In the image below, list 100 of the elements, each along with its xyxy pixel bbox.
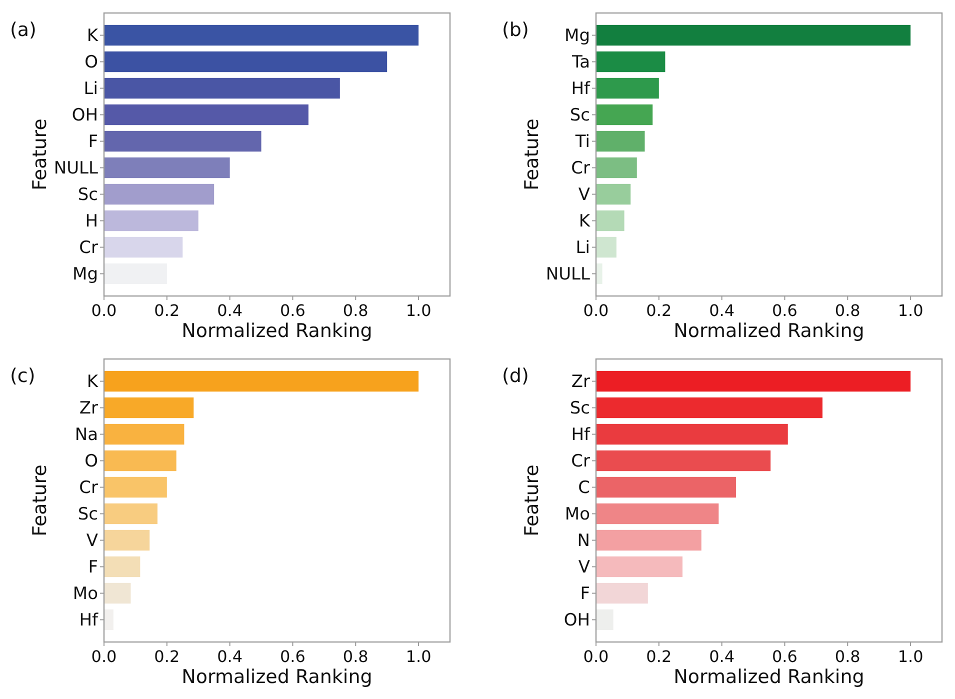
bar xyxy=(104,184,214,205)
bar xyxy=(104,157,230,178)
y-tick-label: OH xyxy=(564,610,590,631)
y-tick-label: C xyxy=(578,478,590,498)
bar xyxy=(596,263,602,284)
y-tick-label: Cr xyxy=(79,478,98,498)
x-tick-label: 0.8 xyxy=(342,647,368,666)
x-tick-label: 0.2 xyxy=(154,301,180,320)
y-tick-label: H xyxy=(85,212,98,232)
x-tick-label: 0.4 xyxy=(709,301,735,320)
y-tick-label: N xyxy=(577,531,590,552)
x-tick-label: 1.0 xyxy=(406,647,432,666)
y-tick-label: Mg xyxy=(72,264,98,285)
y-axis-title: Feature xyxy=(521,118,543,190)
y-tick-label: F xyxy=(88,558,98,578)
y-tick-label: V xyxy=(86,531,98,552)
bar xyxy=(596,236,616,258)
y-tick-label: O xyxy=(84,52,98,73)
chart-title: (b) xyxy=(502,19,529,41)
y-tick-label: Zr xyxy=(79,398,98,419)
bar xyxy=(104,503,158,524)
bar xyxy=(104,78,340,99)
y-tick-label: K xyxy=(86,372,99,392)
x-tick-label: 0.4 xyxy=(217,647,243,666)
y-tick-label: O xyxy=(84,452,98,472)
y-tick-label: K xyxy=(578,212,591,232)
x-tick-label: 0.6 xyxy=(280,301,306,320)
y-tick-label: F xyxy=(580,584,590,604)
bar xyxy=(596,184,631,205)
y-axis-title: Feature xyxy=(29,464,51,536)
bar xyxy=(596,397,822,418)
bar xyxy=(596,24,911,46)
x-tick-label: 0.6 xyxy=(772,301,798,320)
y-tick-label: Ta xyxy=(571,52,590,73)
bar xyxy=(596,582,648,604)
y-tick-label: Li xyxy=(84,79,98,100)
x-tick-label: 1.0 xyxy=(898,647,924,666)
x-axis-title: Normalized Ranking xyxy=(674,320,864,342)
x-tick-label: 0.2 xyxy=(154,647,180,666)
y-tick-label: Mo xyxy=(564,504,590,525)
bar xyxy=(596,210,624,232)
y-tick-label: Zr xyxy=(571,372,590,392)
y-tick-label: Hf xyxy=(571,79,591,100)
x-tick-label: 0.6 xyxy=(280,647,306,666)
bar xyxy=(596,78,659,99)
y-tick-label: Hf xyxy=(79,610,99,631)
bar xyxy=(104,450,176,472)
bar xyxy=(104,130,262,152)
bar xyxy=(596,503,719,524)
chart-title: (d) xyxy=(502,365,529,387)
bar xyxy=(104,236,183,258)
x-tick-label: 0.8 xyxy=(342,301,368,320)
x-tick-label: 0.8 xyxy=(834,301,860,320)
bar xyxy=(104,397,194,418)
y-tick-label: V xyxy=(578,185,590,206)
bar xyxy=(596,609,614,630)
chart-title: (a) xyxy=(10,19,36,41)
x-tick-label: 1.0 xyxy=(898,301,924,320)
y-tick-label: Mo xyxy=(72,584,98,604)
y-tick-label: Mg xyxy=(564,26,590,46)
y-tick-label: F xyxy=(88,132,98,152)
bar xyxy=(596,130,645,152)
x-axis-title: Normalized Ranking xyxy=(182,320,372,342)
bar xyxy=(104,609,114,630)
bar xyxy=(104,104,308,126)
bar xyxy=(104,263,167,284)
x-tick-label: 0.8 xyxy=(834,647,860,666)
bar xyxy=(104,530,150,551)
y-tick-label: Sc xyxy=(570,106,590,126)
y-tick-label: NULL xyxy=(546,264,591,285)
bar xyxy=(104,582,131,604)
bar xyxy=(104,51,388,72)
bar xyxy=(104,424,184,445)
bar xyxy=(596,476,736,498)
x-tick-label: 0.6 xyxy=(772,647,798,666)
x-tick-label: 0.0 xyxy=(583,647,609,666)
chart-title: (c) xyxy=(10,365,36,387)
y-tick-label: Cr xyxy=(571,452,590,472)
y-tick-label: V xyxy=(578,558,590,578)
bar xyxy=(104,210,198,232)
y-tick-label: Li xyxy=(576,238,590,258)
x-tick-label: 0.4 xyxy=(217,301,243,320)
y-tick-label: NULL xyxy=(54,158,99,179)
bar xyxy=(596,424,788,445)
bar xyxy=(104,24,419,46)
x-tick-label: 0.4 xyxy=(709,647,735,666)
bar xyxy=(596,530,702,551)
y-axis-title: Feature xyxy=(521,464,543,536)
x-tick-label: 0.2 xyxy=(646,301,672,320)
bar xyxy=(596,51,666,72)
y-tick-label: Ti xyxy=(574,132,590,152)
bar xyxy=(596,157,637,178)
x-tick-label: 1.0 xyxy=(406,301,432,320)
x-tick-label: 0.2 xyxy=(646,647,672,666)
y-tick-label: Cr xyxy=(571,158,590,179)
x-tick-label: 0.0 xyxy=(583,301,609,320)
y-tick-label: OH xyxy=(72,106,98,126)
x-axis-title: Normalized Ranking xyxy=(182,666,372,688)
bar xyxy=(596,450,771,472)
bar xyxy=(596,370,911,392)
